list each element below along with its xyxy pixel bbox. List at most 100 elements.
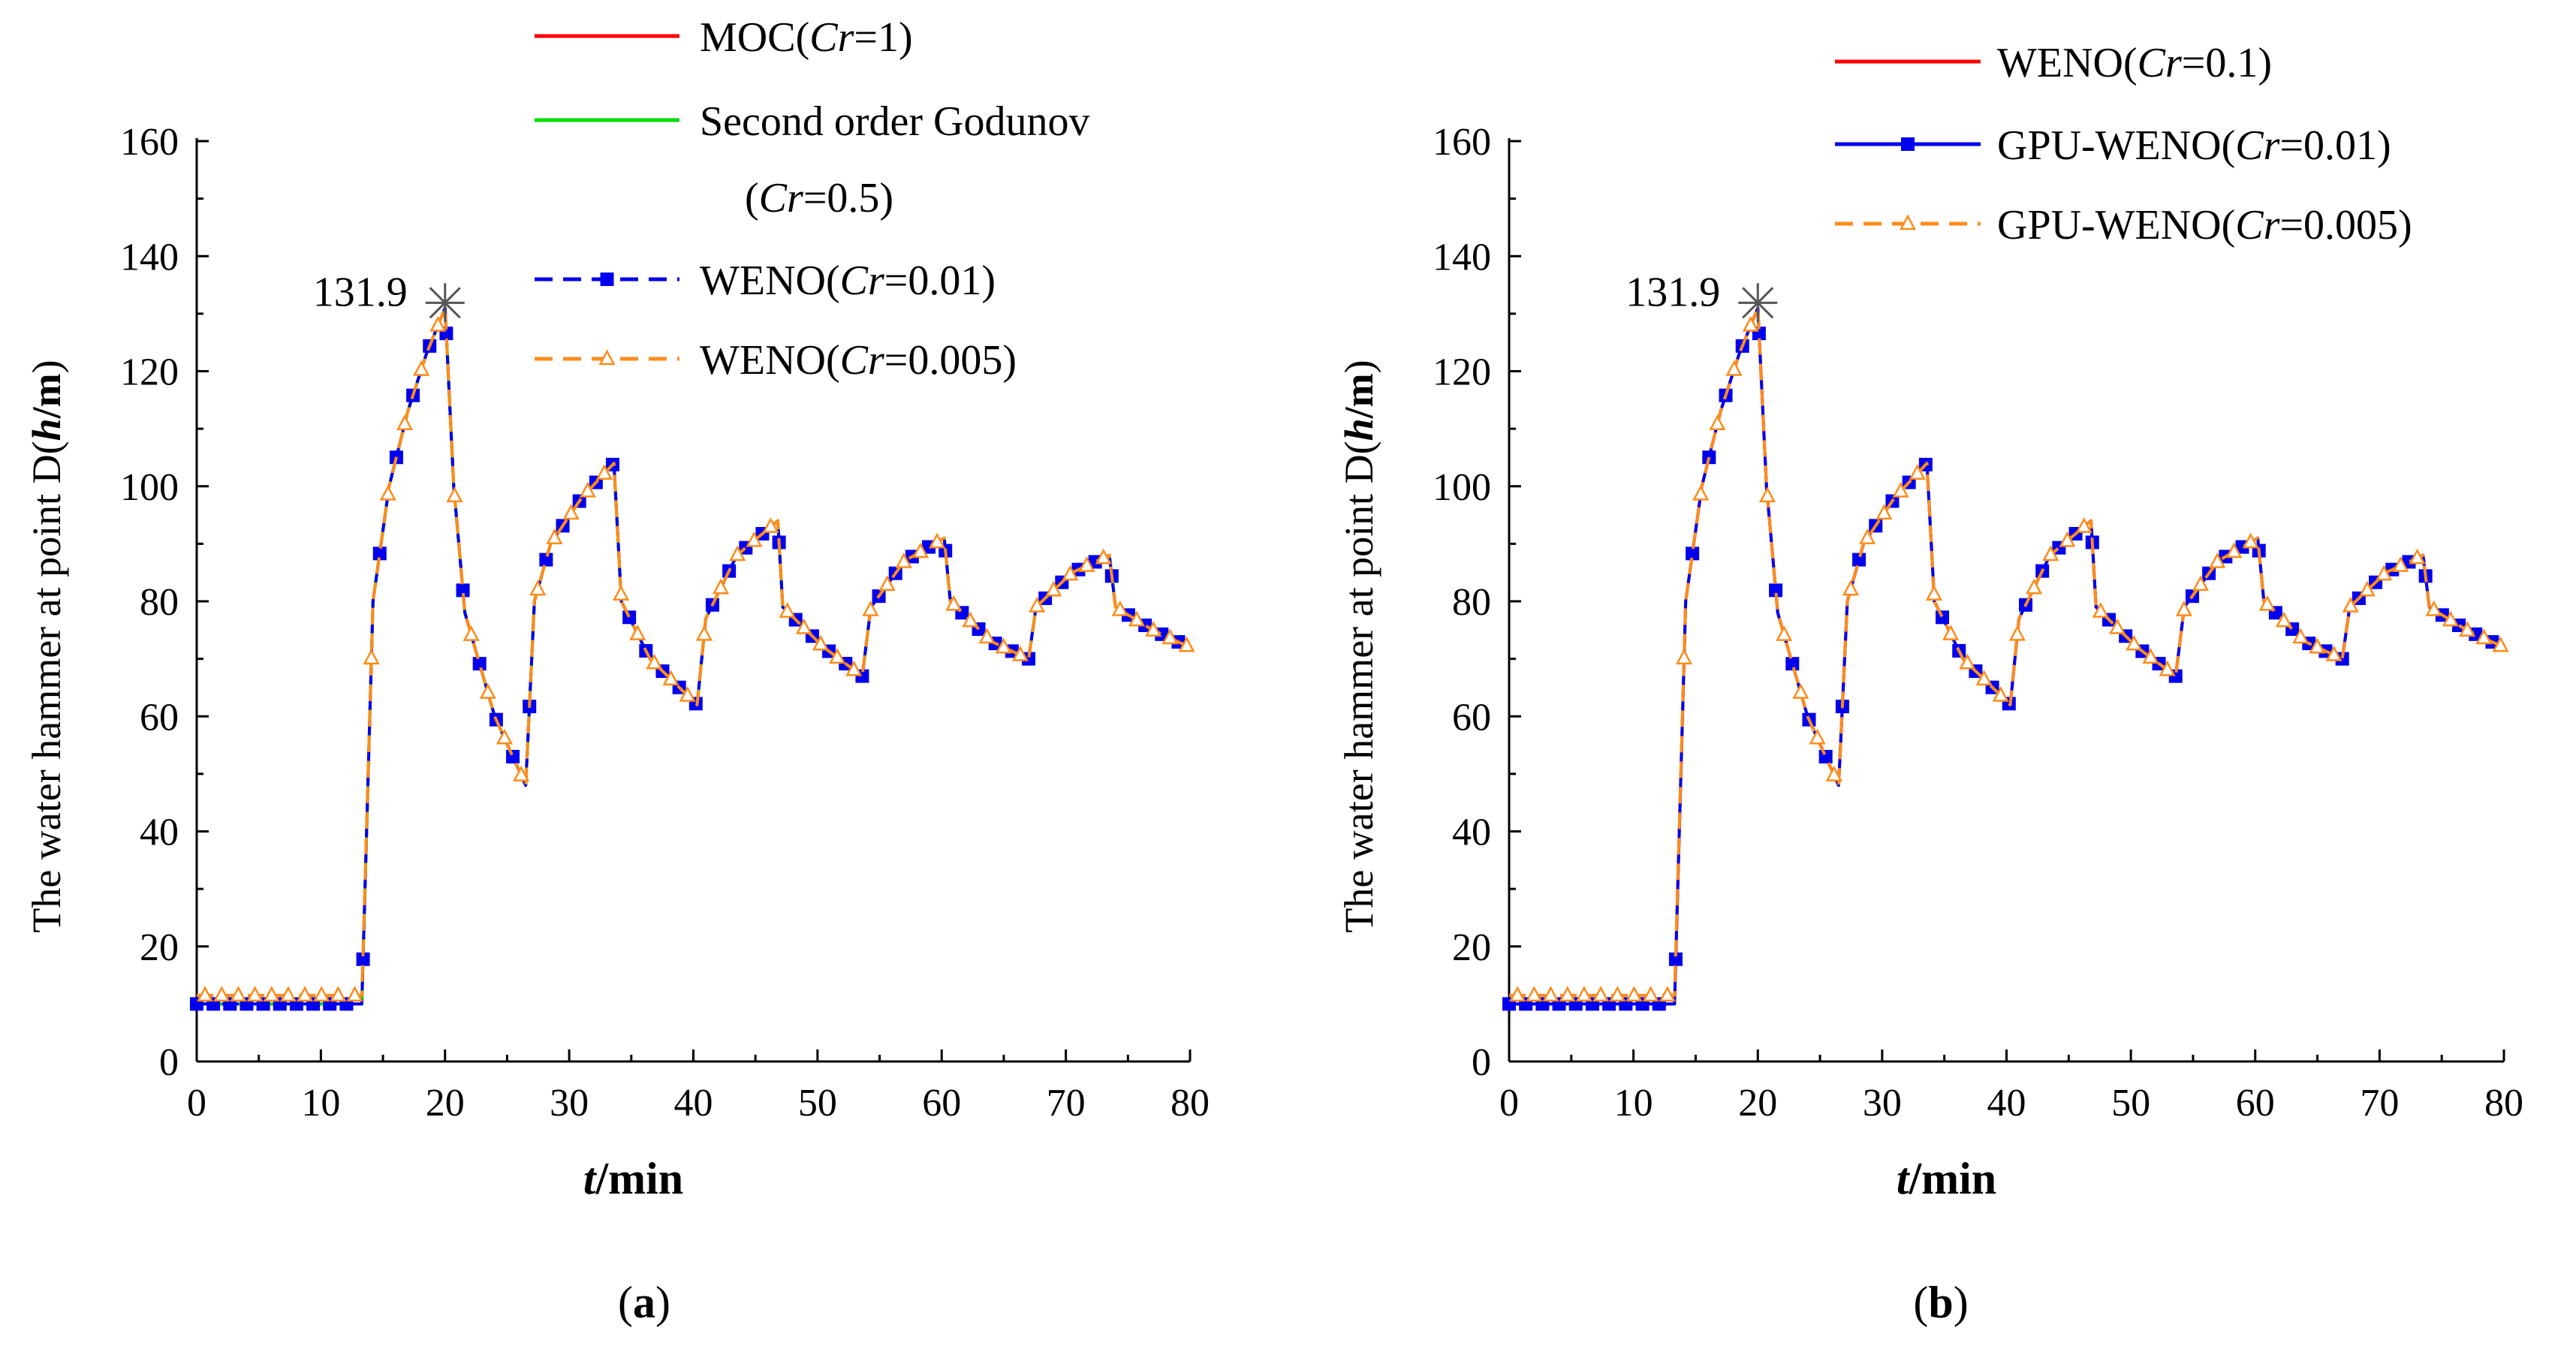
data-point-triangle	[529, 580, 547, 596]
data-point-triangle	[1592, 986, 1610, 1002]
series-line	[197, 306, 1191, 1006]
data-point-triangle	[2325, 645, 2343, 661]
data-point-triangle	[1029, 596, 1046, 613]
data-point-triangle	[263, 986, 280, 1002]
data-point-triangle	[2309, 637, 2326, 654]
series-line	[197, 306, 1191, 1006]
data-point-triangle	[2159, 660, 2176, 676]
legend-label: WENO(Cr=0.1)	[1997, 40, 2272, 86]
data-point-triangle	[1178, 636, 1195, 652]
legend-label: WENO(Cr=0.005)	[700, 337, 1017, 384]
data-point-triangle	[995, 637, 1012, 654]
data-point-triangle	[1925, 585, 1943, 601]
panel-caption: (b)	[1913, 1278, 1968, 1327]
x-tick-label: 70	[1047, 1082, 1086, 1125]
legend-label: GPU-WENO(Cr=0.01)	[1997, 122, 2391, 169]
x-tick-label: 20	[426, 1082, 465, 1125]
data-point-triangle	[2492, 636, 2509, 652]
data-point-triangle	[2042, 545, 2059, 562]
data-point-triangle	[1809, 728, 1826, 745]
y-tick-label: 0	[159, 1041, 179, 1084]
data-point-triangle	[878, 575, 896, 592]
x-tick-label: 30	[1863, 1082, 1902, 1125]
data-point-triangle	[2376, 565, 2393, 581]
data-point-triangle	[762, 516, 779, 533]
data-point-triangle	[2425, 600, 2442, 616]
data-point-triangle	[2409, 548, 2426, 565]
y-tick-label: 0	[1472, 1041, 1491, 1084]
data-point-square	[622, 610, 637, 625]
series-line	[197, 306, 1191, 997]
series-weno-cr-0-1-	[1509, 306, 2505, 1006]
data-point-triangle	[2175, 600, 2192, 616]
data-point-triangle	[2225, 542, 2243, 559]
y-axis-title: The water hammer at point D(h/m)	[1336, 360, 1381, 932]
data-point-triangle	[911, 542, 929, 559]
data-point-triangle	[1776, 625, 1793, 641]
data-point-triangle	[197, 986, 214, 1002]
y-axis-title: The water hammer at point D(h/m)	[24, 360, 69, 932]
legend: MOC(Cr=1) Second order Godunov (Cr=0.5) WEN…	[535, 14, 1089, 384]
data-point-triangle	[1575, 986, 1592, 1002]
series-line	[1509, 306, 2505, 1006]
data-point-triangle	[446, 486, 463, 503]
data-point-triangle	[646, 653, 663, 670]
data-point-triangle	[1792, 682, 1809, 699]
y-tick-label: 20	[140, 926, 179, 969]
data-point-triangle	[2459, 621, 2476, 637]
y-tick-label: 160	[1433, 121, 1491, 164]
data-point-triangle	[812, 634, 830, 651]
x-tick-label: 70	[2360, 1082, 2399, 1125]
data-point-triangle	[862, 600, 879, 616]
series-line	[197, 306, 1191, 1006]
peak-label: 131.9	[1625, 269, 1720, 315]
legend-label: GPU-WENO(Cr=0.005)	[1997, 202, 2412, 248]
data-point-triangle	[598, 349, 616, 366]
data-point-triangle	[1992, 685, 2009, 702]
legend-label: (Cr=0.5)	[745, 175, 893, 221]
y-tick-label: 60	[1452, 696, 1491, 739]
y-tick-label: 60	[140, 696, 179, 739]
data-point-triangle	[1825, 765, 1842, 781]
y-tick-label: 80	[1452, 581, 1491, 624]
data-point-triangle	[1145, 621, 1162, 637]
data-point-triangle	[296, 986, 314, 1002]
peak-star-stroke	[429, 287, 461, 319]
y-tick-label: 100	[120, 466, 179, 509]
x-tick-label: 0	[187, 1082, 206, 1125]
peak-marker	[1738, 283, 1778, 323]
data-point-triangle	[2075, 516, 2092, 533]
data-point-triangle	[413, 360, 430, 376]
data-point-triangle	[2358, 580, 2376, 597]
data-point-square	[356, 952, 370, 966]
data-point-triangle	[2008, 625, 2026, 641]
data-point-triangle	[746, 531, 763, 547]
data-point-triangle	[2392, 556, 2409, 572]
data-point-triangle	[1078, 556, 1095, 572]
peak-star-stroke	[1742, 287, 1774, 319]
series-weno-cr-0-01-	[190, 306, 1191, 1011]
data-point-square	[1901, 137, 1915, 151]
data-point-triangle	[945, 595, 963, 611]
data-point-triangle	[279, 986, 297, 1002]
y-tick-label: 160	[120, 121, 179, 164]
x-tick-label: 80	[1170, 1082, 1210, 1125]
data-point-triangle	[213, 986, 230, 1002]
data-point-triangle	[1876, 504, 1893, 520]
legend-label: WENO(Cr=0.01)	[700, 257, 996, 304]
data-point-triangle	[2142, 648, 2159, 664]
data-point-triangle	[1062, 565, 1079, 581]
data-point-triangle	[729, 545, 746, 562]
data-point-triangle	[1542, 986, 1559, 1002]
data-point-square	[1785, 657, 1800, 671]
data-point-triangle	[1692, 484, 1710, 501]
data-point-triangle	[546, 528, 563, 545]
y-tick-label: 120	[1433, 351, 1491, 394]
y-tick-label: 20	[1452, 926, 1491, 969]
data-point-triangle	[613, 585, 630, 601]
data-point-square	[600, 273, 614, 286]
data-point-triangle	[1625, 986, 1643, 1002]
y-tick-label: 40	[1452, 811, 1491, 854]
data-point-square	[1668, 952, 1683, 966]
